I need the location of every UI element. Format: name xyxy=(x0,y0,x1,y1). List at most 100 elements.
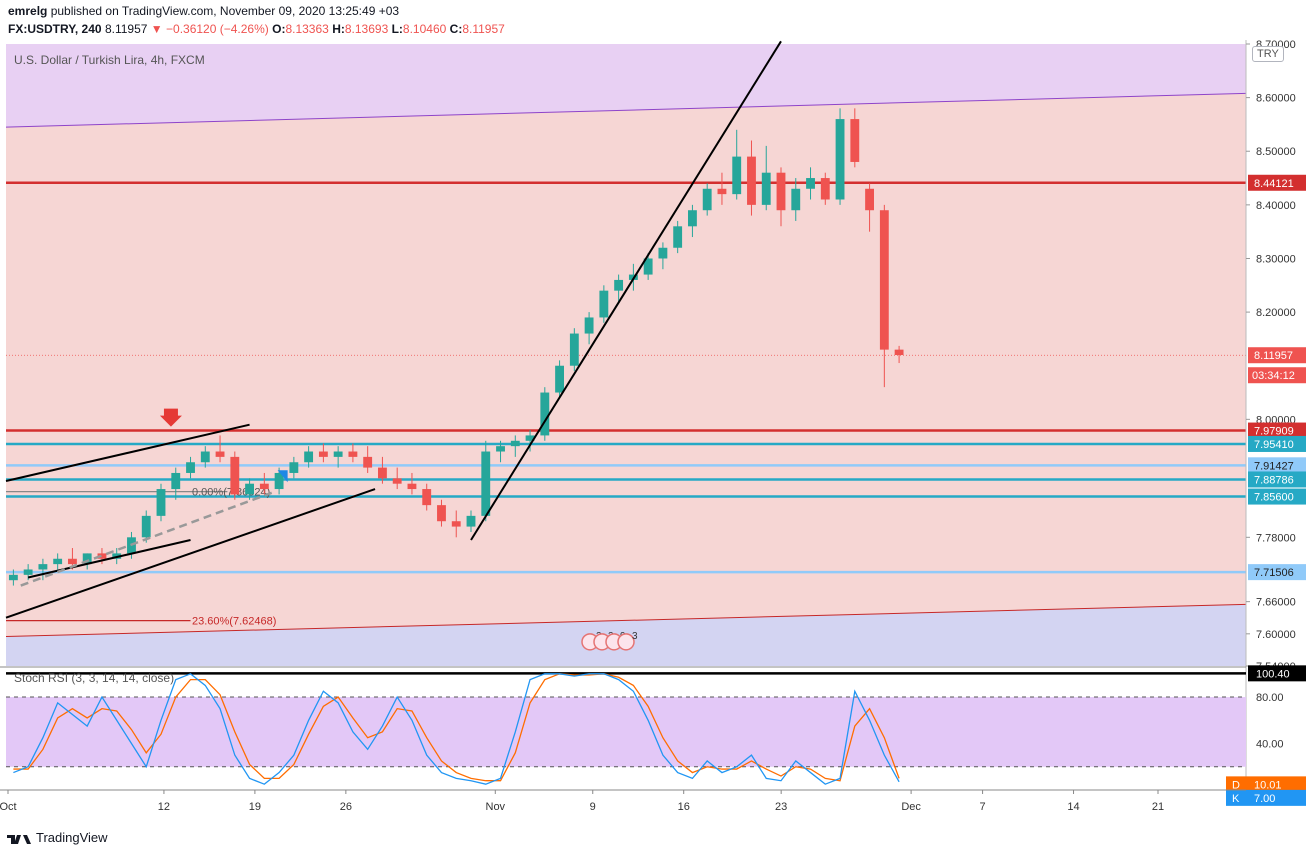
last-price-badge-label: 8.11957 xyxy=(1254,350,1293,362)
candle xyxy=(673,226,683,248)
price-level-badge xyxy=(1248,422,1306,439)
channel-upper-line xyxy=(5,92,1247,128)
candle xyxy=(614,279,624,291)
candle xyxy=(259,483,269,490)
indicator-badge-value: 100.40 xyxy=(1256,668,1290,680)
indicator-tick-label: 40.00 xyxy=(1256,739,1284,751)
candle xyxy=(761,172,771,205)
candle xyxy=(702,188,712,211)
candle xyxy=(8,574,18,581)
candle xyxy=(215,451,225,457)
candle xyxy=(688,210,697,227)
x-tick-label: 12 xyxy=(158,801,170,813)
close-value: 8.11957 xyxy=(462,22,505,36)
candle xyxy=(407,483,417,490)
candle xyxy=(451,521,461,527)
footer-brand[interactable]: TradingView xyxy=(6,830,108,845)
low-label: L: xyxy=(391,22,403,36)
chart-background xyxy=(6,44,1246,666)
event-flag-icon xyxy=(617,633,635,651)
candle xyxy=(496,446,505,452)
price-level-badge-label: 8.44121 xyxy=(1254,178,1294,190)
price-level-badge xyxy=(1248,471,1306,488)
candle xyxy=(230,456,240,495)
trendline xyxy=(5,423,250,482)
event-count: 3 xyxy=(632,631,638,642)
candle xyxy=(599,290,609,318)
candle xyxy=(466,515,476,527)
x-tick-label: 21 xyxy=(1152,801,1164,813)
y-tick-label: 8.40000 xyxy=(1256,200,1296,212)
price-level-badge-label: 7.97909 xyxy=(1254,426,1294,438)
indicator-badge-value: 10.01 xyxy=(1254,779,1282,791)
channel-lower-line xyxy=(5,603,1247,638)
y-tick-label: 8.50000 xyxy=(1256,146,1296,158)
high-label: H: xyxy=(332,22,345,36)
candle xyxy=(333,451,343,457)
candle xyxy=(318,451,328,457)
candle xyxy=(348,451,358,457)
y-tick-label: 7.66000 xyxy=(1256,597,1296,609)
candle xyxy=(23,569,33,575)
x-tick-label: 16 xyxy=(678,801,690,813)
indicator-badge xyxy=(1248,665,1306,682)
candle xyxy=(717,188,727,195)
candle xyxy=(658,247,668,259)
trendline xyxy=(470,40,782,541)
price-level-badge xyxy=(1248,564,1306,581)
indicator-badge-value: 7.00 xyxy=(1254,793,1275,805)
candle xyxy=(186,462,195,473)
price-level-badge-label: 7.91427 xyxy=(1254,460,1294,472)
candle xyxy=(510,440,520,447)
upper-zone-band xyxy=(6,44,1246,128)
currency-button[interactable]: TRY xyxy=(1252,46,1284,62)
ohlc-line: FX:USDTRY, 240 8.11957 ▼ −0.36120 (−4.26… xyxy=(8,22,505,36)
candle xyxy=(525,435,535,441)
candle xyxy=(378,467,387,479)
candle xyxy=(82,553,92,565)
candle xyxy=(304,451,314,463)
stoch-k-line xyxy=(13,673,900,785)
candle xyxy=(747,156,756,205)
candle xyxy=(540,392,550,436)
candle xyxy=(835,119,845,200)
price-chart[interactable]: 0.00%(7.86524)23.60%(7.62468)2293U.S. Do… xyxy=(0,40,1315,820)
candle xyxy=(274,472,284,490)
candle xyxy=(850,119,860,162)
countdown-label: 03:34:12 xyxy=(1252,370,1295,382)
candle xyxy=(791,188,801,211)
candle xyxy=(97,553,107,559)
price-level-badge xyxy=(1248,174,1306,191)
x-tick-label: 7 xyxy=(980,801,986,813)
x-tick-label: 19 xyxy=(249,801,261,813)
candle xyxy=(776,172,786,211)
candle xyxy=(363,456,373,468)
candle xyxy=(820,178,830,200)
y-tick-label: 8.20000 xyxy=(1256,307,1296,319)
candle xyxy=(865,188,874,211)
low-value: 8.10460 xyxy=(402,22,447,36)
author-name[interactable]: emrelg xyxy=(8,4,48,18)
candle xyxy=(437,505,446,522)
tradingview-logo-icon xyxy=(7,834,31,844)
open-label: O: xyxy=(272,22,286,36)
x-tick-label: 26 xyxy=(340,801,352,813)
close-label: C: xyxy=(449,22,463,36)
x-tick-label: Dec xyxy=(901,801,921,813)
down-arrow-icon: ▼ xyxy=(150,22,163,36)
y-tick-label: 7.60000 xyxy=(1256,629,1296,641)
last-price-badge xyxy=(1248,347,1306,364)
publish-line: emrelg published on TradingView.com, Nov… xyxy=(8,4,399,18)
x-tick-label: 9 xyxy=(590,801,596,813)
indicator-title: Stoch RSI (3, 3, 14, 14, close) xyxy=(14,671,174,685)
price-level-badge-label: 7.95410 xyxy=(1254,439,1294,451)
trendline xyxy=(5,488,376,619)
chart-title: U.S. Dollar / Turkish Lira, 4h, FXCM xyxy=(14,53,205,67)
x-tick-label: Nov xyxy=(486,801,506,813)
price-level-badge-label: 7.71506 xyxy=(1254,567,1294,579)
price-level-badge-label: 7.85600 xyxy=(1254,492,1294,504)
published-text: published on TradingView.com, November 0… xyxy=(50,4,400,18)
high-value: 8.13693 xyxy=(344,22,389,36)
candle xyxy=(289,462,299,473)
candle xyxy=(245,483,254,495)
